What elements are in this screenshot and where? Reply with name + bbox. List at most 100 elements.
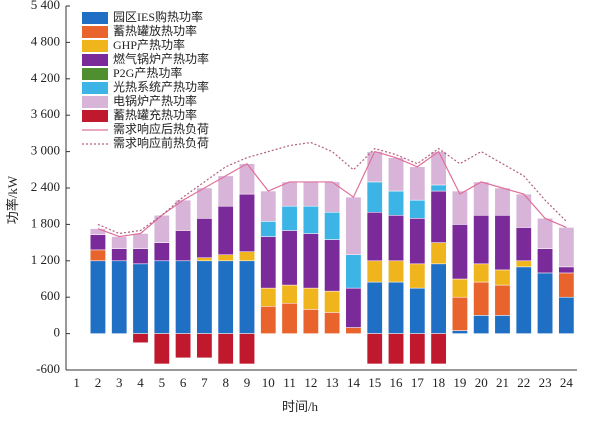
bar-segment: [409, 218, 426, 265]
bar-segment: [196, 218, 213, 259]
bar-segment: [196, 257, 213, 262]
y-tick-label: 4 200: [31, 70, 60, 85]
x-tick-label: 14: [347, 375, 361, 390]
x-tick-label: 5: [159, 375, 166, 390]
bar-segment: [473, 181, 490, 216]
bar-segment: [281, 205, 298, 231]
y-tick-label: 3 600: [31, 106, 60, 121]
legend-swatch: [82, 40, 108, 52]
bar-segment: [345, 196, 362, 255]
bar-segment: [153, 242, 170, 262]
x-tick-label: 10: [262, 375, 275, 390]
x-tick-label: 4: [137, 375, 144, 390]
legend-label: GHP产热功率: [113, 37, 185, 52]
bar-segment: [217, 254, 234, 262]
bar-segment: [345, 327, 362, 334]
x-tick-label: 17: [411, 375, 425, 390]
bar-segment: [153, 260, 170, 334]
y-tick-label: 1 800: [31, 215, 60, 230]
x-tick-label: 19: [453, 375, 466, 390]
legend-swatch: [82, 68, 108, 80]
bar-segment: [175, 260, 192, 334]
x-tick-label: 16: [390, 375, 404, 390]
legend-label: 需求响应前热负荷: [113, 135, 209, 150]
bar-segment: [90, 234, 106, 251]
legend-swatch: [82, 12, 108, 24]
legend-label: 光热系统产热功率: [113, 79, 209, 94]
x-tick-label: 15: [368, 375, 381, 390]
bar-segment: [260, 190, 277, 222]
bar-segment: [451, 190, 468, 225]
bar-segment: [260, 236, 277, 289]
bar-segment: [366, 151, 383, 183]
x-tick-label: 23: [539, 375, 552, 390]
x-tick-label: 22: [517, 375, 530, 390]
bar-segment: [515, 193, 532, 228]
bar-segment: [239, 163, 255, 195]
x-tick-label: 6: [180, 375, 187, 390]
legend-label: 园区IES购热功率: [113, 9, 203, 24]
bar-segment: [366, 212, 383, 262]
y-tick-label: 3 000: [31, 143, 60, 158]
x-tick-label: 2: [95, 375, 102, 390]
bar-segment: [388, 215, 404, 262]
bar-segment: [494, 284, 511, 316]
bar-segment: [430, 184, 447, 192]
legend-swatch: [82, 26, 108, 38]
x-tick-label: 3: [116, 375, 123, 390]
bar-segment: [409, 199, 426, 219]
bar-segment: [409, 287, 426, 334]
bar-segment: [217, 260, 234, 334]
bar-segment: [388, 281, 404, 334]
bar-segment: [558, 227, 575, 268]
x-tick-label: 13: [326, 375, 339, 390]
bar-segment: [153, 333, 170, 365]
bar-segment: [409, 333, 426, 365]
bar-segment: [473, 315, 490, 334]
bar-segment: [366, 181, 383, 213]
bar-segment: [260, 306, 277, 334]
bar-segment: [111, 236, 128, 249]
y-tick-label: 1 200: [31, 252, 60, 267]
bar-segment: [239, 193, 255, 252]
bar-segment: [196, 260, 213, 334]
bar-segment: [196, 187, 213, 219]
bar-segment: [324, 312, 341, 334]
x-tick-label: 12: [304, 375, 317, 390]
x-tick-label: 21: [496, 375, 509, 390]
bar-segment: [217, 333, 234, 365]
bar-segment: [366, 281, 383, 334]
y-tick-label: 600: [41, 288, 61, 303]
bar-segment: [196, 333, 213, 359]
bar-segment: [494, 187, 511, 216]
bar-segment: [388, 260, 404, 283]
bar-segment: [345, 287, 362, 328]
bar-segment: [302, 287, 319, 310]
bar-segment: [302, 181, 319, 207]
bar-segment: [430, 263, 447, 334]
legend-swatch: [82, 54, 108, 66]
bar-segment: [281, 181, 298, 207]
bar-segment: [388, 157, 404, 192]
x-tick-label: 9: [244, 375, 251, 390]
bar-segment: [430, 190, 447, 243]
x-tick-label: 7: [201, 375, 208, 390]
load-line: [97, 141, 567, 235]
bar-segment: [217, 205, 234, 255]
bar-segment: [430, 151, 447, 186]
bar-segment: [451, 330, 468, 334]
bar-segment: [302, 205, 319, 234]
legend-swatch: [82, 96, 108, 108]
bar-segment: [302, 309, 319, 334]
bar-segment: [132, 248, 149, 265]
bar-segment: [132, 233, 149, 249]
bar-segment: [281, 303, 298, 334]
bar-segment: [324, 239, 341, 292]
bar-segment: [239, 333, 255, 365]
bar-segment: [430, 333, 447, 365]
bar-segment: [537, 218, 553, 249]
bar-segment: [558, 296, 575, 334]
bar-segment: [175, 230, 192, 262]
bar-segment: [451, 278, 468, 298]
